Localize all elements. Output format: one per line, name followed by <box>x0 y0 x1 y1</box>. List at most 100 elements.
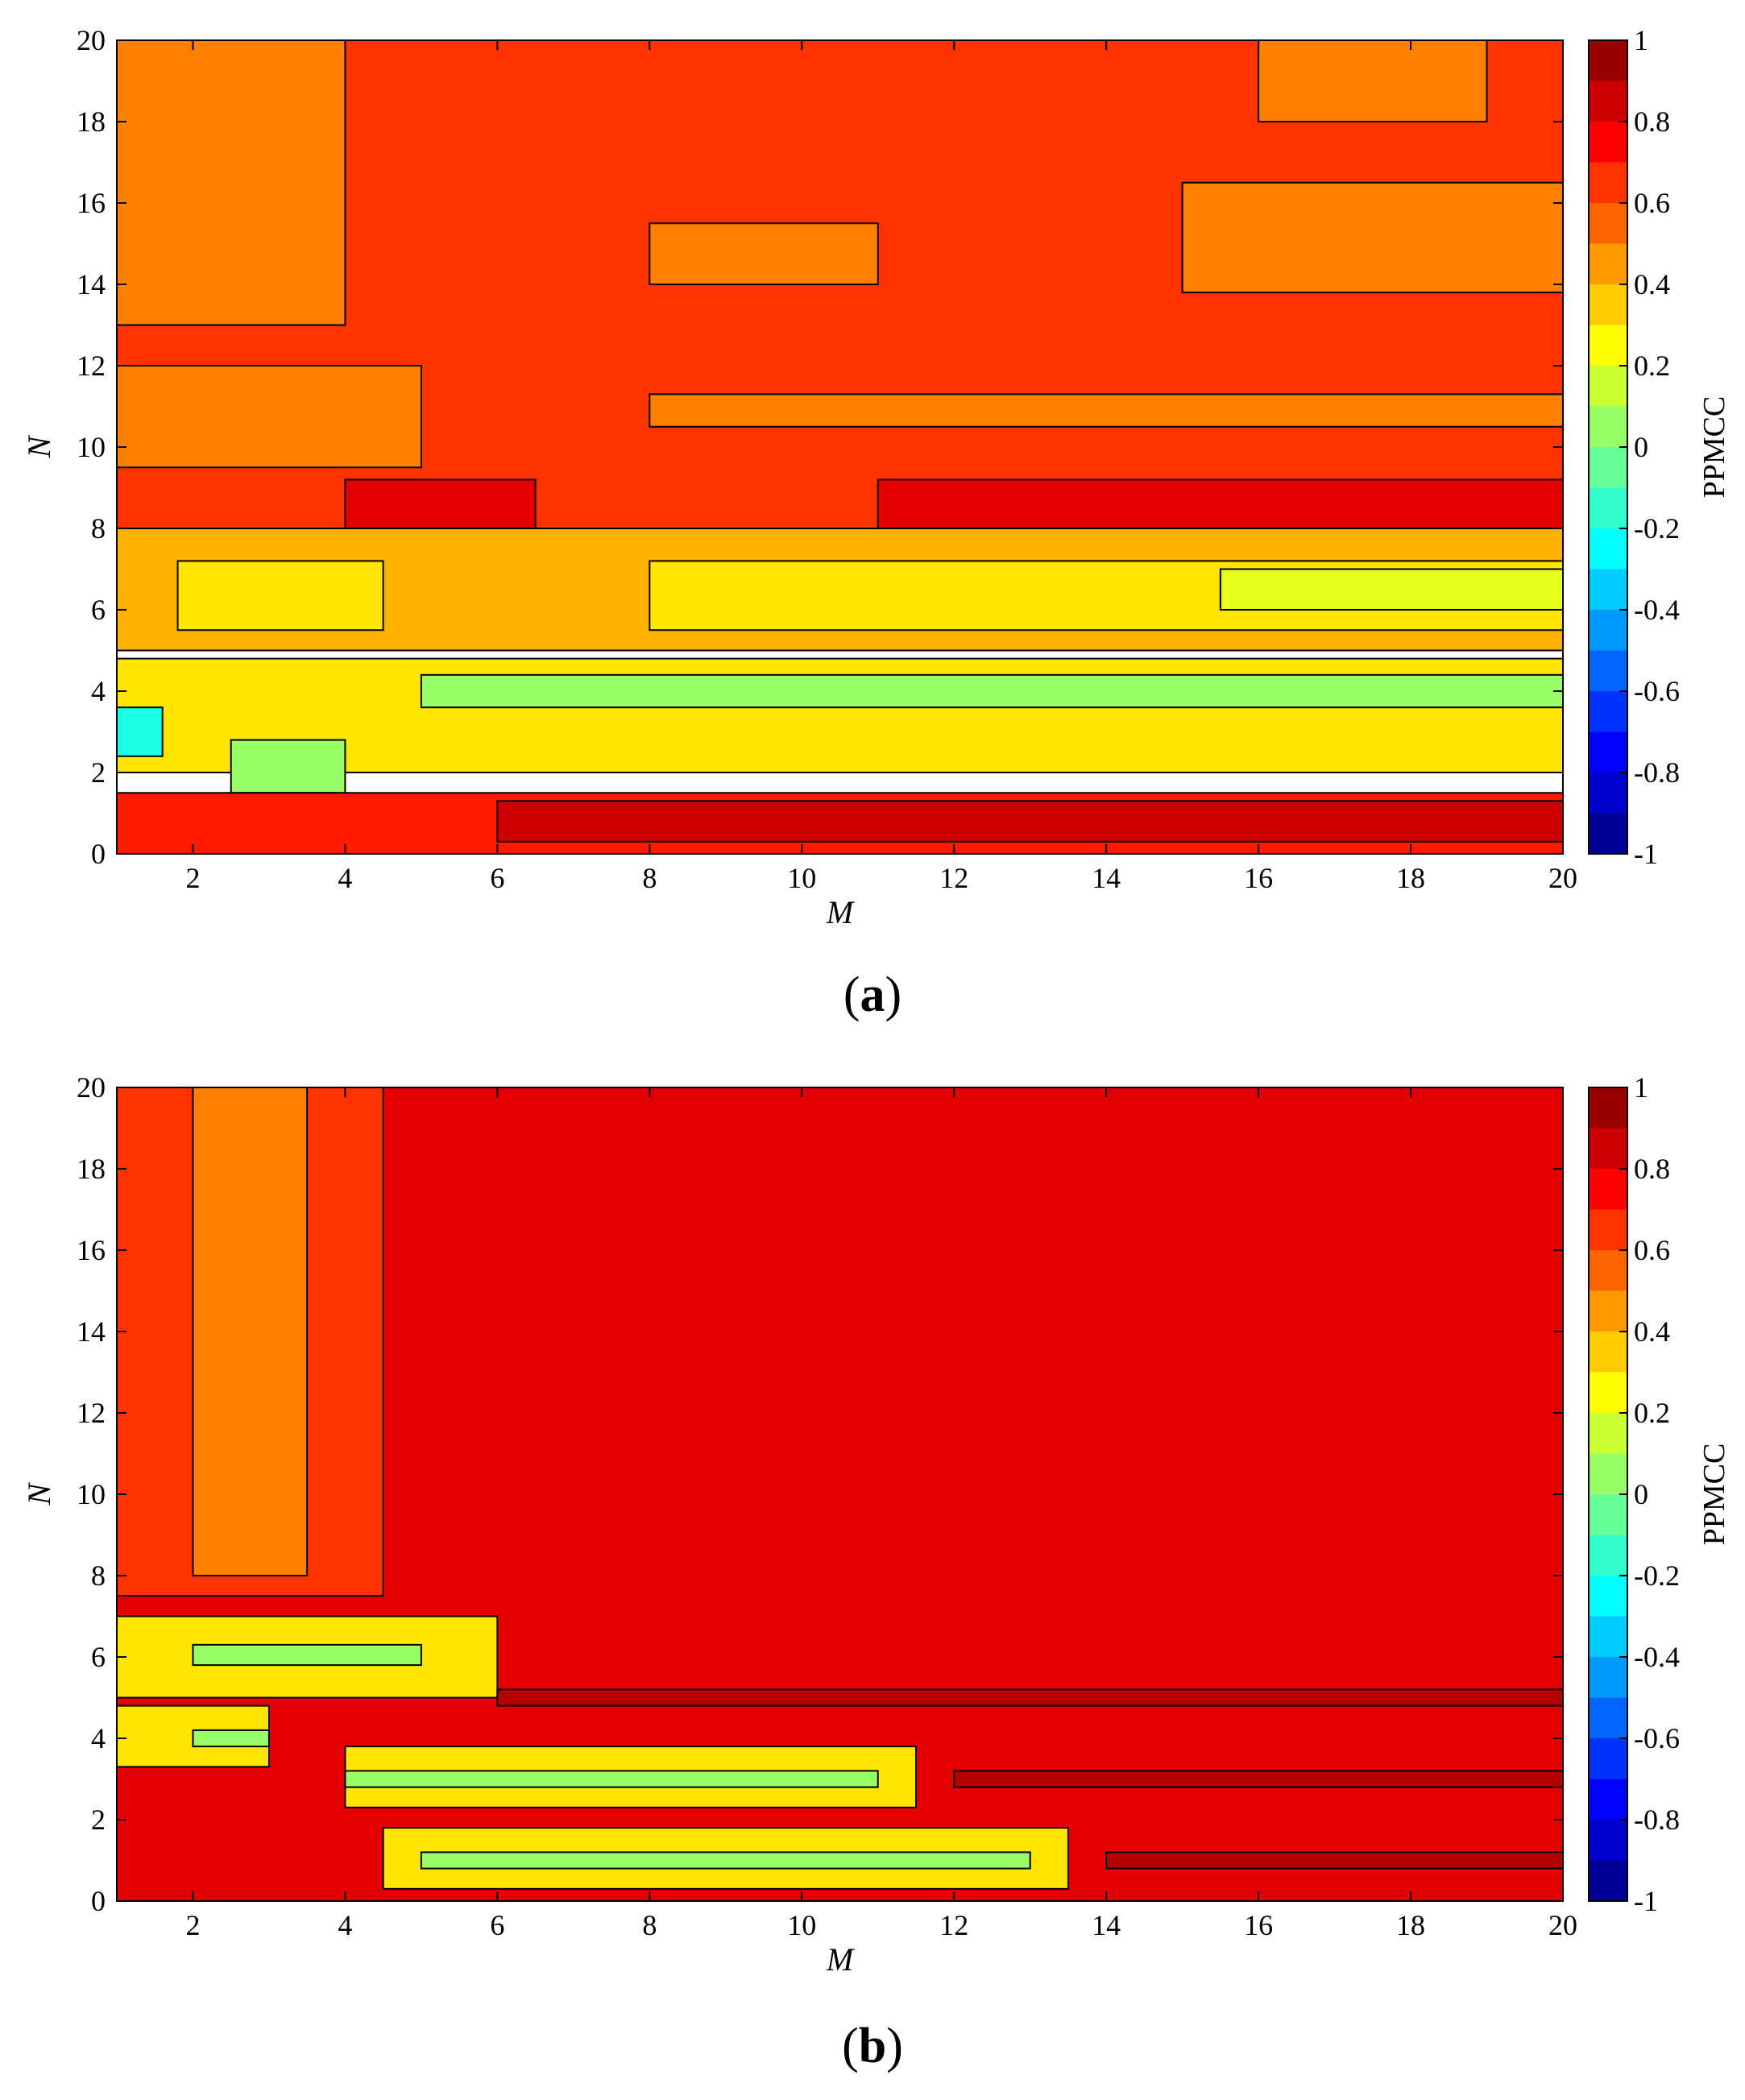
colorbar-tick-label: 0.4 <box>1634 1315 1670 1348</box>
colorbar-tick-label: -0.2 <box>1634 512 1680 545</box>
contour-region-20 <box>496 800 1564 843</box>
contour-region-11 <box>420 1851 1031 1870</box>
colorbar-segment <box>1589 1535 1627 1576</box>
colorbar-tick-label: 0 <box>1634 431 1648 463</box>
y-tick-label: 10 <box>77 1478 106 1510</box>
x-tick-label: 18 <box>1396 1909 1425 1941</box>
y-tick-label: 8 <box>91 1559 106 1592</box>
y-tick-label: 2 <box>91 1804 106 1836</box>
colorbar-tick-label: -0.2 <box>1634 1559 1680 1592</box>
colorbar-segment <box>1589 284 1627 325</box>
colorbar-tick-label: -0.4 <box>1634 1641 1680 1673</box>
y-tick-label: 4 <box>91 1722 106 1754</box>
x-tick-label: 10 <box>787 1909 816 1941</box>
colorbar-tick-label: -0.6 <box>1634 1722 1680 1754</box>
colorbar-tick-label: 1 <box>1634 1071 1648 1104</box>
colorbar-tick-label: -0.8 <box>1634 756 1680 789</box>
contour-region-11 <box>176 560 384 632</box>
contour-region-7 <box>192 1729 270 1748</box>
colorbar-tick-label: 0.4 <box>1634 268 1670 300</box>
contour-region-3 <box>192 1087 309 1576</box>
panel-b: 2 4 6 8 10 12 14 16 18 20 0 2 4 6 8 10 12 14 16 18 20 M N 1 0.8 0… <box>0 1047 1745 2100</box>
colorbar-segment <box>1589 243 1627 285</box>
colorbar-tick-label: 0.6 <box>1634 1234 1670 1266</box>
y-tick-label: 18 <box>77 1153 106 1185</box>
y-tick-label: 14 <box>77 268 106 300</box>
colorbar-tick-label: 0.8 <box>1634 1153 1670 1185</box>
colorbar-segment <box>1589 325 1627 367</box>
colorbar-tick-label: -1 <box>1634 838 1658 870</box>
colorbar-segment <box>1589 81 1627 122</box>
colorbar-segment <box>1589 1290 1627 1332</box>
colorbar-segment <box>1589 1657 1627 1698</box>
x-tick-label: 20 <box>1548 1909 1577 1941</box>
colorbar-segment <box>1589 1494 1627 1535</box>
y-tick-label: 6 <box>91 594 106 626</box>
x-tick-label: 8 <box>642 1909 657 1941</box>
colorbar-tick-label: -0.8 <box>1634 1804 1680 1836</box>
x-tick-label: 6 <box>490 862 504 894</box>
y-tick-label: 12 <box>77 350 106 382</box>
x-tick-label: 2 <box>185 1909 200 1941</box>
contour-region-5 <box>1181 181 1564 294</box>
colorbar-tick-label: 0.8 <box>1634 106 1670 138</box>
colorbar-segment <box>1589 1697 1627 1739</box>
x-axis-label: M <box>826 1941 856 1978</box>
colorbar-tick-label: 0.6 <box>1634 187 1670 219</box>
y-tick-label: 4 <box>91 675 106 707</box>
colorbar-segment <box>1589 1820 1627 1861</box>
x-tick-label: 14 <box>1092 1909 1121 1941</box>
colorbar-segment <box>1589 813 1627 855</box>
colorbar-tick-label: -1 <box>1634 1885 1658 1917</box>
contour-region-3 <box>116 365 422 469</box>
colorbar-segment <box>1589 569 1627 611</box>
colorbar-segment <box>1589 772 1627 814</box>
y-tick-label: 0 <box>91 838 106 870</box>
colorbar-segment <box>1589 447 1627 488</box>
x-tick-label: 2 <box>185 862 200 894</box>
contour-region-13 <box>1219 568 1564 611</box>
contour-region-12 <box>496 1688 1564 1707</box>
colorbar-segment <box>1589 203 1627 244</box>
x-axis-label: M <box>826 894 856 930</box>
y-axis-label: N <box>21 434 57 458</box>
panel-caption-b: (b) <box>842 2019 903 2073</box>
colorbar-segment <box>1589 406 1627 448</box>
colorbar-tick-label: 0.2 <box>1634 1397 1670 1429</box>
colorbar-segment <box>1589 691 1627 732</box>
x-tick-label: 8 <box>642 862 657 894</box>
x-tick-label: 10 <box>787 862 816 894</box>
colorbar-label: PPMCC <box>1697 396 1731 499</box>
contour-region-5 <box>192 1643 422 1667</box>
colorbar-segment <box>1589 1169 1627 1210</box>
colorbar-segment <box>1589 1332 1627 1373</box>
contour-region-7 <box>649 393 1564 428</box>
colorbar-segment <box>1589 122 1627 163</box>
colorbar-segment <box>1589 487 1627 529</box>
y-tick-label: 2 <box>91 756 106 789</box>
colorbar-segment <box>1589 1779 1627 1820</box>
x-tick-label: 16 <box>1244 862 1273 894</box>
x-tick-label: 16 <box>1244 1909 1273 1941</box>
y-axis-label: N <box>21 1481 57 1506</box>
contour-region-17 <box>230 739 346 794</box>
y-tick-label: 14 <box>77 1315 106 1348</box>
y-tick-label: 16 <box>77 1234 106 1266</box>
colorbar-segment <box>1589 1087 1627 1129</box>
colorbar-tick-label: 1 <box>1634 24 1648 56</box>
colorbar-segment <box>1589 162 1627 204</box>
x-tick-label: 18 <box>1396 862 1425 894</box>
colorbar-segment <box>1589 366 1627 407</box>
colorbar-segment <box>1589 40 1627 81</box>
y-tick-label: 16 <box>77 187 106 219</box>
colorbar: 1 0.8 0.6 0.4 0.2 0 -0.2 -0.4 -0.6 -0.8 -1 PPMCC <box>1588 24 1731 870</box>
x-tick-label: 14 <box>1092 862 1121 894</box>
x-tick-label: 12 <box>939 862 968 894</box>
contour-plot-a: 2 4 6 8 10 12 14 16 18 20 0 2 4 6 8 10 12 14 16 18 20 M N 1 0.8 0… <box>21 24 1731 930</box>
colorbar-segment <box>1589 1616 1627 1658</box>
colorbar-tick-label: 0 <box>1634 1478 1648 1510</box>
contour-region-9 <box>877 478 1564 530</box>
y-tick-label: 8 <box>91 512 106 545</box>
y-tick-label: 6 <box>91 1641 106 1673</box>
panel-a: 2 4 6 8 10 12 14 16 18 20 0 2 4 6 8 10 12 14 16 18 20 M N 1 0.8 0… <box>0 0 1745 1047</box>
